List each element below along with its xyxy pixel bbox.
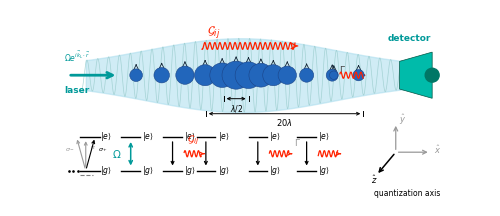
Circle shape (210, 63, 234, 87)
Circle shape (278, 66, 296, 84)
Text: $|g\rangle$: $|g\rangle$ (218, 164, 229, 177)
Text: $|e\rangle$: $|e\rangle$ (142, 130, 154, 143)
Text: $\mathcal{G}_{ij}$: $\mathcal{G}_{ij}$ (186, 133, 199, 147)
Circle shape (154, 67, 170, 83)
Text: $|g\rangle$: $|g\rangle$ (100, 164, 112, 177)
Text: $\sigma_+$: $\sigma_+$ (98, 146, 108, 154)
Text: $\Omega$: $\Omega$ (112, 148, 122, 160)
Circle shape (194, 65, 216, 86)
Circle shape (235, 62, 262, 89)
Text: $|e\rangle$: $|e\rangle$ (270, 130, 281, 143)
Polygon shape (400, 52, 432, 98)
Text: $|e\rangle$: $|e\rangle$ (218, 130, 229, 143)
Text: $|e\rangle$: $|e\rangle$ (184, 130, 196, 143)
Circle shape (130, 69, 142, 81)
Text: $\sigma_-$: $\sigma_-$ (65, 147, 76, 153)
Text: $|g\rangle$: $|g\rangle$ (270, 164, 281, 177)
Text: $|g\rangle$: $|g\rangle$ (184, 164, 196, 177)
Text: laser: laser (64, 86, 90, 95)
Text: $|e\rangle$: $|e\rangle$ (100, 130, 112, 143)
Circle shape (425, 68, 439, 82)
Text: $20\lambda$: $20\lambda$ (276, 117, 293, 128)
Text: $\hat{z}$: $\hat{z}$ (371, 174, 378, 186)
Text: $\hat{y}$: $\hat{y}$ (399, 113, 406, 127)
Circle shape (222, 61, 250, 89)
Circle shape (262, 65, 284, 86)
Text: $|g\rangle$: $|g\rangle$ (142, 164, 154, 177)
Text: $\mathcal{G}_{ij}$: $\mathcal{G}_{ij}$ (207, 24, 220, 40)
Text: $|e\rangle$: $|e\rangle$ (318, 130, 330, 143)
Text: detector: detector (387, 34, 430, 43)
Circle shape (176, 66, 194, 84)
Text: $\Gamma$: $\Gamma$ (339, 64, 346, 75)
Circle shape (353, 70, 364, 81)
Circle shape (330, 71, 338, 79)
Text: $|g\rangle$: $|g\rangle$ (318, 164, 330, 177)
Text: $\Gamma$: $\Gamma$ (294, 137, 301, 148)
Circle shape (326, 69, 338, 81)
Circle shape (249, 63, 273, 87)
Text: quantization axis: quantization axis (374, 189, 440, 198)
Text: $\Omega e^{i\vec{k}_{\rm L}\cdot\vec{r}}$: $\Omega e^{i\vec{k}_{\rm L}\cdot\vec{r}}… (64, 50, 90, 64)
Text: $\pi$: $\pi$ (90, 144, 96, 151)
Text: $\lambda/2$: $\lambda/2$ (230, 103, 242, 114)
Text: $\hat{x}$: $\hat{x}$ (434, 144, 442, 156)
Circle shape (300, 68, 314, 82)
